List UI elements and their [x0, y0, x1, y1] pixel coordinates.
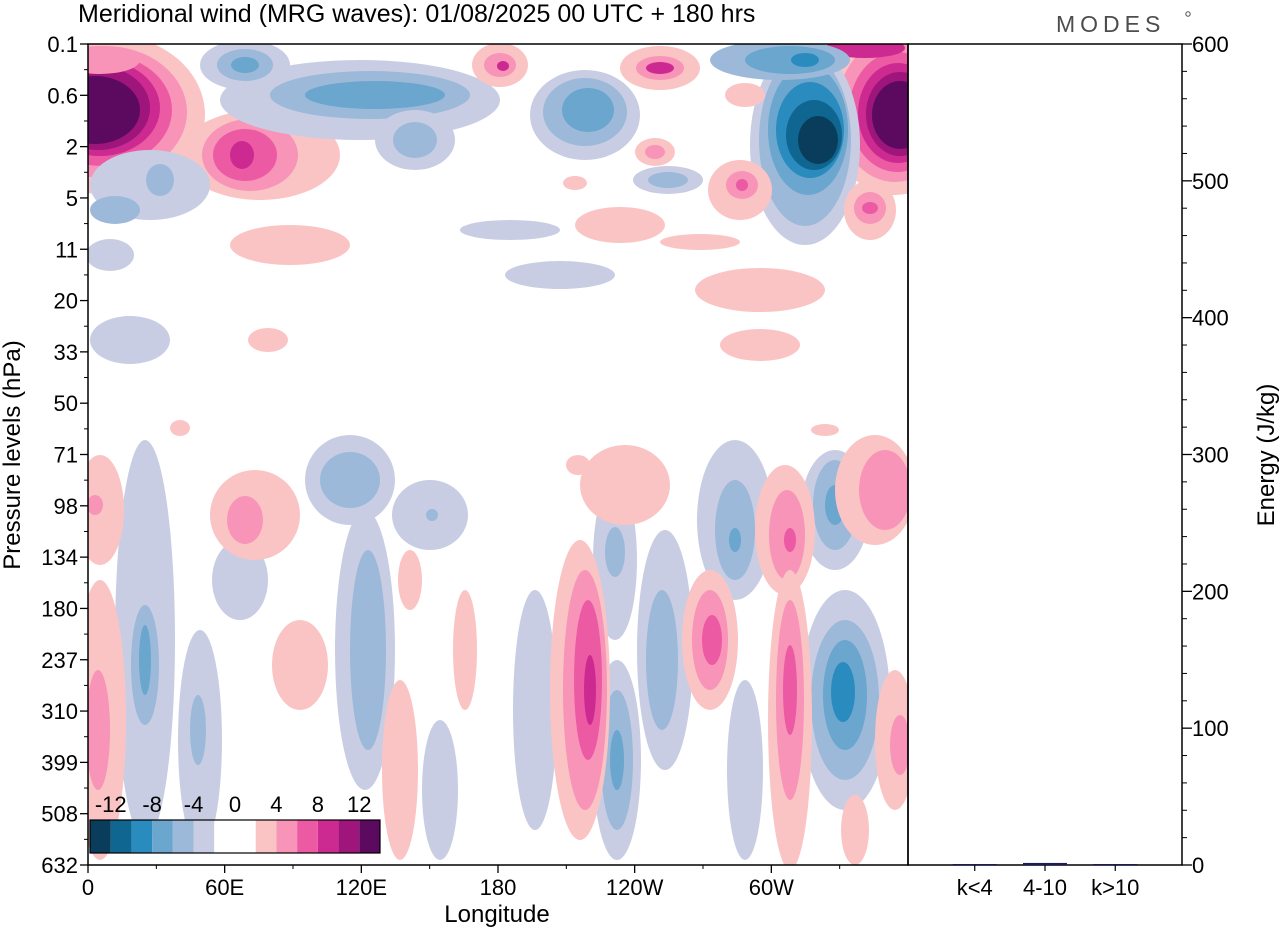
- energy-axis-label: Energy (J/kg): [1253, 384, 1280, 527]
- x-tick-label: 120W: [606, 875, 664, 900]
- y-tick-label: 0.6: [47, 83, 78, 108]
- colorbar-label: -4: [184, 792, 204, 817]
- energy-bar: [1023, 862, 1067, 865]
- colorbar-swatch: [235, 820, 256, 853]
- y-tick-label: 20: [54, 289, 78, 314]
- x-tick-label: 60W: [749, 875, 794, 900]
- contour-lower-positive-columns: [88, 420, 908, 865]
- y-tick-label: 632: [41, 853, 78, 878]
- colorbar-swatch: [297, 820, 318, 853]
- colorbar-swatch: [90, 820, 111, 853]
- contour-strat-negative-60w: [710, 44, 860, 245]
- colorbar-label: -8: [142, 792, 162, 817]
- y-tick-label: 0.1: [47, 32, 78, 57]
- energy-bar: [1093, 864, 1138, 865]
- colorbar-label: 12: [347, 792, 371, 817]
- colorbar-swatch: [338, 820, 360, 853]
- colorbar-label: 0: [229, 792, 241, 817]
- y-tick-label: 50: [54, 391, 78, 416]
- colorbar: -12 -8 -4 0 4 8 12: [89, 792, 381, 854]
- energy-panel: 0 100 200 300 400 500 600 k<4 4-10 k>10: [952, 32, 1229, 900]
- energy-tick-label: 100: [1192, 716, 1229, 741]
- energy-panel-frame: [907, 43, 1183, 866]
- y-tick-label: 180: [41, 596, 78, 621]
- colorbar-frame: [89, 819, 381, 854]
- contour-strat-negative-bands: [88, 44, 703, 364]
- longitude-axis: 0 60E 120E 180 120W 60W: [82, 865, 841, 900]
- y-tick-label: 508: [41, 802, 78, 827]
- energy-bar: [952, 864, 997, 865]
- colorbar-swatch: [276, 820, 298, 853]
- energy-tick-label: 500: [1192, 169, 1229, 194]
- y-tick-label: 71: [54, 443, 78, 468]
- y-tick-label: 134: [41, 545, 78, 570]
- energy-tick-label: 0: [1192, 853, 1204, 878]
- y-tick-label: 11: [55, 237, 78, 262]
- contour-strat-positive-small: [230, 44, 896, 361]
- colorbar-swatch: [255, 820, 277, 853]
- x-tick-label: 120E: [336, 875, 387, 900]
- colorbar-swatch: [214, 820, 235, 853]
- logo-registered-mark: [1185, 11, 1191, 17]
- chart-title: Meridional wind (MRG waves): 01/08/2025 …: [78, 0, 755, 28]
- y-axis-label: Pressure levels (hPa): [0, 340, 26, 569]
- modes-logo: MODES: [1056, 11, 1165, 37]
- colorbar-label: -12: [95, 792, 127, 817]
- energy-category-label: k<4: [957, 875, 993, 900]
- colorbar-swatch: [172, 820, 194, 853]
- y-tick-label: 33: [54, 340, 78, 365]
- energy-tick-label: 200: [1192, 579, 1229, 604]
- contour-field: [88, 44, 908, 865]
- x-tick-label: 180: [480, 875, 517, 900]
- energy-category-label: k>10: [1091, 875, 1139, 900]
- y-tick-label: 237: [41, 648, 78, 673]
- colorbar-swatch: [152, 820, 173, 853]
- energy-tick-label: 600: [1192, 32, 1229, 57]
- colorbar-swatch: [193, 820, 215, 853]
- energy-tick-label: 400: [1192, 306, 1229, 331]
- colorbar-label: 4: [270, 792, 282, 817]
- colorbar-swatch: [110, 820, 132, 853]
- colorbar-swatch: [131, 820, 153, 853]
- y-tick-label: 98: [54, 494, 78, 519]
- x-tick-label: 0: [82, 875, 94, 900]
- energy-category-label: 4-10: [1023, 875, 1067, 900]
- colorbar-swatch: [359, 820, 380, 853]
- y-tick-label: 399: [41, 750, 78, 775]
- y-tick-label: 310: [41, 699, 78, 724]
- energy-tick-label: 300: [1192, 443, 1229, 468]
- y-tick-label: 2: [66, 135, 78, 160]
- y-tick-label: 5: [66, 186, 78, 211]
- x-tick-label: 60E: [205, 875, 244, 900]
- pressure-axis: 0.1 0.6 2 5 11 20 33 50 71 98 134 180 237 310 399 508 63…: [41, 32, 88, 878]
- x-axis-label: Longitude: [444, 901, 549, 928]
- colorbar-label: 8: [312, 792, 324, 817]
- colorbar-swatch: [317, 820, 339, 853]
